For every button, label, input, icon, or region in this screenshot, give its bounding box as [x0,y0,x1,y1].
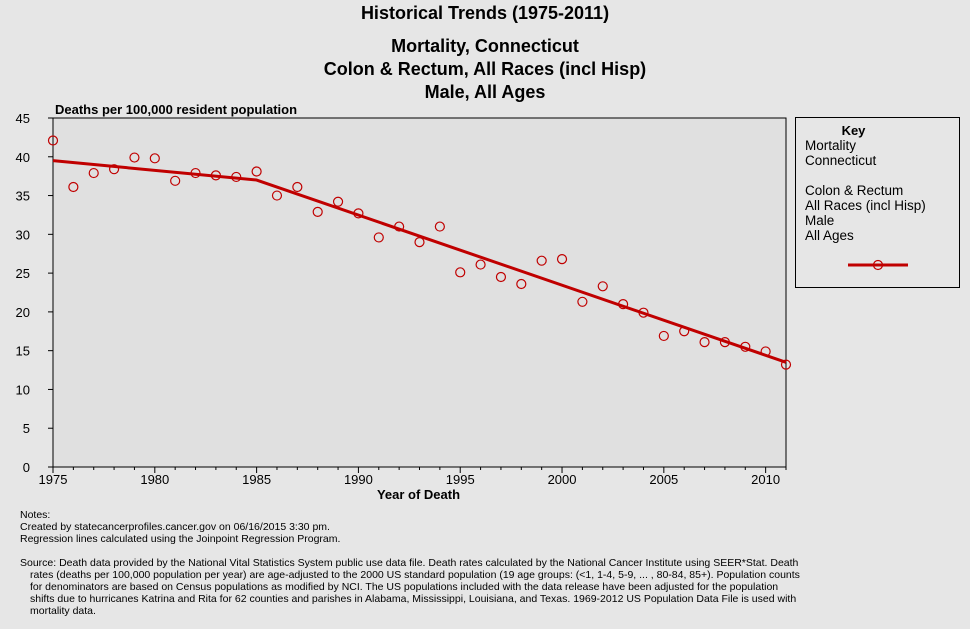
data-point [618,299,629,310]
data-point [638,307,649,318]
data-point [516,278,527,290]
data-point [292,181,303,193]
data-point [394,221,405,232]
data-point [271,190,283,201]
data-point [353,208,364,219]
x-axis: 1975 1980 1985 1990 1995 2000 2005 2010 [39,467,787,487]
data-point [760,346,771,357]
y-tick-label: 15 [16,344,30,359]
legend-line-measure: Mortality [805,138,857,153]
source-text: Source: Death data provided by the Natio… [20,557,800,617]
data-point [699,337,710,348]
chart-subtitle-site: Colon & Rectum, All Races (incl Hisp) [323,59,647,79]
notes: Notes: Created by statecancerprofiles.ca… [20,509,950,545]
source-note: Source: Death data provided by the Natio… [20,557,800,617]
data-point [47,135,59,146]
x-axis-label: Year of Death [376,487,461,502]
data-point [597,281,608,292]
y-tick-label: 30 [16,227,30,242]
legend-line-site: Colon & Rectum [805,183,904,198]
x-tick-label: 2000 [548,472,577,487]
data-point [495,271,507,283]
legend: Key Mortality Connecticut Colon & Rectum… [795,117,960,288]
data-point [149,153,160,164]
data-point [414,236,425,248]
data-point [536,255,547,266]
y-axis: 0 5 10 15 20 25 30 35 40 45 [16,111,53,475]
chart-subtitle-group: Male, All Ages [424,82,546,102]
data-point [658,330,669,342]
data-point [231,171,242,183]
y-tick-label: 40 [16,150,30,165]
y-tick-label: 10 [16,382,30,397]
legend-line-state: Connecticut [805,153,877,168]
legend-symbol [848,259,908,271]
data-point [455,267,466,278]
x-tick-label: 2010 [751,472,780,487]
data-point [780,359,792,370]
data-point [740,341,751,352]
x-tick-label: 1995 [446,472,475,487]
data-point [556,254,568,265]
legend-line-age: All Ages [805,228,854,243]
series-group [47,135,792,370]
data-point [719,337,731,348]
data-point [108,164,120,175]
x-tick-label: 2005 [649,472,678,487]
x-tick-label: 1985 [242,472,271,487]
data-point [679,326,690,337]
data-point [577,296,588,307]
notes-heading: Notes: [20,509,51,521]
x-tick-label: 1975 [39,472,68,487]
data-point [332,196,344,207]
y-tick-label: 35 [16,189,30,204]
y-tick-label: 25 [16,266,30,281]
notes-created: Created by statecancerprofiles.cancer.go… [20,521,330,533]
data-point [129,152,140,163]
data-point [251,166,262,177]
y-tick-label: 45 [16,111,30,126]
data-point [434,221,445,232]
data-point [88,167,99,179]
notes-regression: Regression lines calculated using the Jo… [20,533,341,545]
data-point [190,167,201,179]
y-tick-label: 20 [16,305,30,320]
x-tick-label: 1990 [344,472,373,487]
data-point [170,175,181,186]
y-axis-label: Deaths per 100,000 resident population [55,102,298,117]
legend-title: Key [841,123,866,138]
x-tick-label: 1980 [140,472,169,487]
data-point [68,181,79,193]
data-point [312,206,323,217]
data-point [373,232,384,243]
trend-line [52,159,787,364]
chart-subtitle-measure: Mortality, Connecticut [391,36,579,56]
y-tick-label: 5 [23,421,30,436]
data-point [475,259,486,270]
legend-line-race: All Races (incl Hisp) [805,198,926,213]
legend-line-sex: Male [805,213,835,228]
data-point [210,170,221,181]
chart-title: Historical Trends (1975-2011) [360,3,610,23]
y-tick-label: 0 [23,460,30,475]
